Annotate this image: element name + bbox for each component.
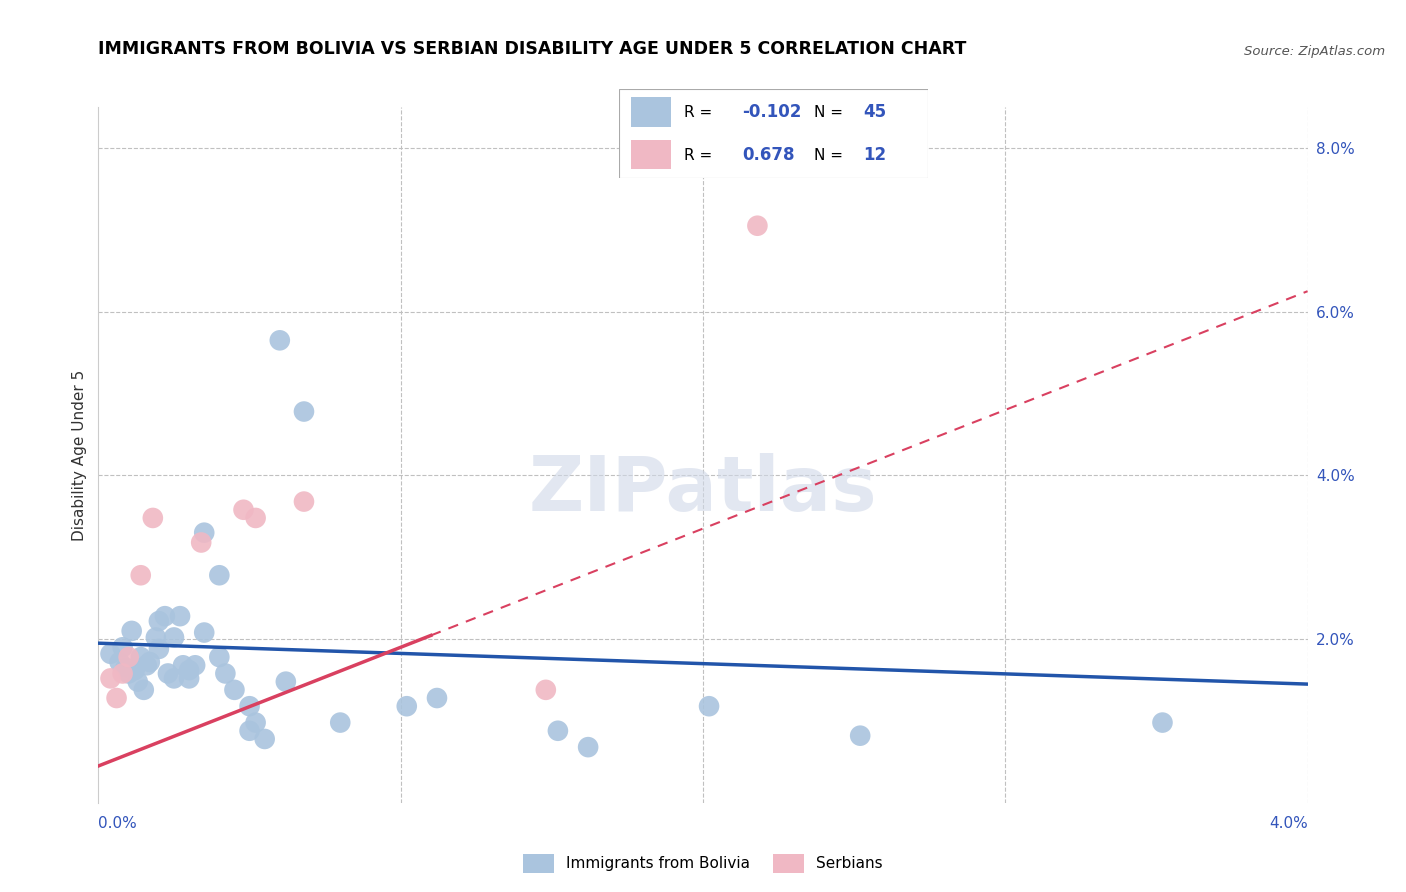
Text: 45: 45 [863,103,886,121]
Text: 12: 12 [863,146,886,164]
Point [100,672,122,686]
Point [145,631,167,645]
Point [193,625,215,640]
Point [127,674,149,689]
Point [118,666,141,681]
Point [148,614,170,628]
Point [179,672,201,686]
Point [169,609,191,624]
Text: N =: N = [814,148,848,162]
Point [139,655,162,669]
Point [179,663,201,677]
Point [208,568,231,582]
Point [156,666,179,681]
Point [132,682,155,697]
Point [239,699,262,714]
Point [190,535,212,549]
Point [129,650,152,665]
Legend: Immigrants from Bolivia, Serbians: Immigrants from Bolivia, Serbians [517,847,889,879]
Point [747,219,769,233]
Point [245,511,267,525]
Text: -0.102: -0.102 [742,103,801,121]
Point [697,699,720,714]
Point [135,658,157,673]
Text: R =: R = [683,148,717,162]
Point [426,691,449,706]
Text: 4.0%: 4.0% [1268,816,1308,831]
Point [534,682,557,697]
Y-axis label: Disability Age Under 5: Disability Age Under 5 [72,369,87,541]
Point [153,609,176,624]
Point [124,663,146,677]
Text: N =: N = [814,105,848,120]
Point [129,568,152,582]
Point [274,674,297,689]
Point [100,647,122,661]
Point [329,715,352,730]
Point [547,723,569,738]
Text: 0.678: 0.678 [742,146,794,164]
Text: Source: ZipAtlas.com: Source: ZipAtlas.com [1244,45,1385,58]
Point [114,661,136,675]
Point [292,404,315,418]
Point [239,723,262,738]
Point [292,494,315,508]
Point [208,650,231,665]
Point [245,715,267,730]
Point [121,624,143,638]
Point [163,631,186,645]
Point [269,334,291,348]
Point [148,641,170,656]
Point [224,682,246,697]
Point [1152,715,1174,730]
Point [193,525,215,540]
Point [142,511,165,525]
Point [576,740,599,755]
Point [105,691,128,706]
Point [111,666,134,681]
Bar [631,97,671,127]
Point [253,731,276,746]
Point [232,502,254,516]
Point [214,666,236,681]
Bar [631,140,671,169]
Text: R =: R = [683,105,717,120]
Text: 0.0%: 0.0% [98,816,138,831]
Point [849,729,872,743]
Text: ZIPatlas: ZIPatlas [529,453,877,526]
Point [395,699,418,714]
Point [163,672,186,686]
Text: IMMIGRANTS FROM BOLIVIA VS SERBIAN DISABILITY AGE UNDER 5 CORRELATION CHART: IMMIGRANTS FROM BOLIVIA VS SERBIAN DISAB… [98,40,967,58]
Point [118,650,141,665]
Point [184,658,207,673]
Point [172,658,194,673]
Point [111,640,134,655]
Point [108,655,131,669]
